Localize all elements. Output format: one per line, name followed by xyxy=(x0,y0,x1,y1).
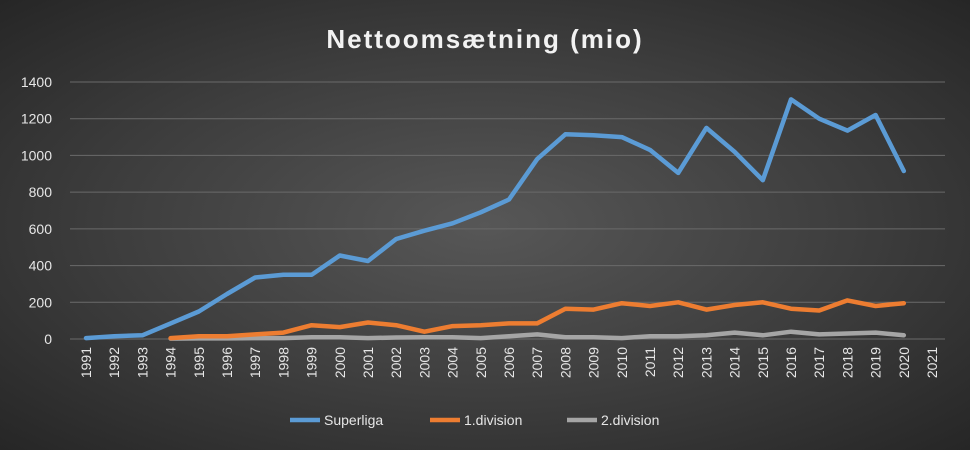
x-tick-label: 1997 xyxy=(247,347,263,378)
x-tick-label: 2006 xyxy=(501,347,517,378)
x-tick-label: 1995 xyxy=(191,347,207,378)
x-tick-label: 2020 xyxy=(896,347,912,378)
x-tick-label: 2013 xyxy=(698,347,714,378)
y-tick-label: 600 xyxy=(29,221,53,237)
y-tick-label: 400 xyxy=(29,258,53,274)
x-tick-label: 2003 xyxy=(416,347,432,378)
y-tick-label: 0 xyxy=(44,331,52,347)
y-tick-label: 1400 xyxy=(21,74,52,90)
x-tick-label: 2019 xyxy=(868,347,884,378)
x-tick-label: 1996 xyxy=(219,347,235,378)
x-tick-label: 2012 xyxy=(670,347,686,378)
x-tick-label: 1994 xyxy=(163,347,179,378)
y-tick-label: 200 xyxy=(29,294,53,310)
x-tick-label: 1998 xyxy=(275,347,291,378)
x-tick-label: 2018 xyxy=(839,347,855,378)
x-tick-label: 2002 xyxy=(388,347,404,378)
x-tick-label: 2009 xyxy=(586,347,602,378)
x-tick-label: 2011 xyxy=(642,347,658,377)
legend-label: 1.division xyxy=(464,412,522,428)
x-tick-label: 2007 xyxy=(529,347,545,378)
x-tick-label: 2008 xyxy=(557,347,573,378)
y-tick-label: 800 xyxy=(29,184,53,200)
x-tick-label: 2005 xyxy=(473,347,489,378)
x-tick-label: 2010 xyxy=(614,347,630,378)
x-tick-label: 2014 xyxy=(727,347,743,378)
chart-title: Nettoomsætning (mio) xyxy=(326,24,643,54)
x-tick-label: 1999 xyxy=(304,347,320,378)
y-tick-label: 1200 xyxy=(21,111,52,127)
x-tick-label: 1991 xyxy=(78,347,94,378)
x-tick-label: 2021 xyxy=(924,347,940,378)
legend-label: Superliga xyxy=(324,412,383,428)
y-tick-label: 1000 xyxy=(21,147,52,163)
legend-label: 2.division xyxy=(601,412,659,428)
x-tick-label: 1993 xyxy=(134,347,150,378)
x-tick-label: 2004 xyxy=(445,347,461,378)
x-tick-label: 1992 xyxy=(106,347,122,378)
x-tick-label: 2016 xyxy=(783,347,799,378)
x-tick-label: 2001 xyxy=(360,347,376,378)
x-tick-label: 2000 xyxy=(332,347,348,378)
series-line-superliga xyxy=(83,97,907,341)
x-tick-label: 2015 xyxy=(755,347,771,378)
x-tick-label: 2017 xyxy=(811,347,827,378)
